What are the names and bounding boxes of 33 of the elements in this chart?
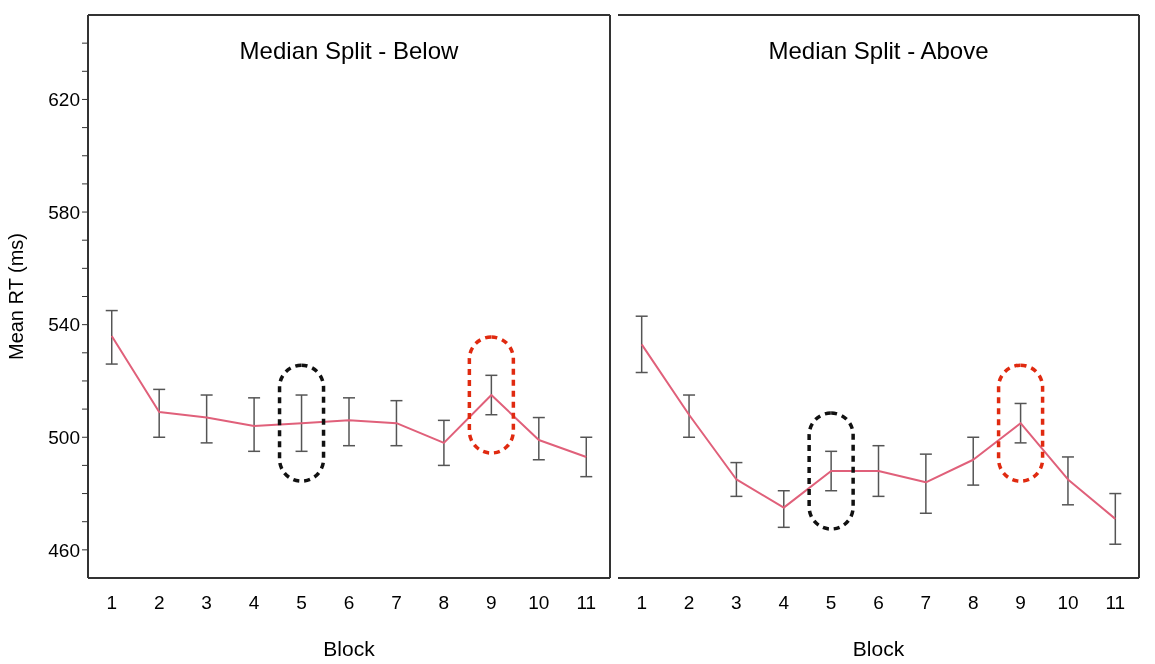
x-tick-label: 10 [1057, 592, 1079, 614]
x-tick-label: 5 [825, 592, 837, 614]
y-tick-label: 580 [48, 201, 80, 223]
y-tick-label: 500 [48, 426, 80, 448]
x-tick-label: 7 [920, 592, 932, 614]
x-tick-label: 7 [391, 592, 402, 614]
x-tick-label: 8 [438, 592, 450, 614]
x-tick-label: 2 [683, 592, 695, 614]
x-tick-label: 9 [1015, 592, 1026, 614]
x-tick-label: 2 [153, 592, 165, 614]
x-tick-label: 1 [636, 592, 647, 614]
y-tick-label: 540 [48, 314, 80, 336]
x-tick-label: 8 [967, 592, 979, 614]
y-tick-label: 460 [48, 539, 80, 561]
text: Median Split - Below [238, 37, 460, 65]
x-tick-label: 4 [778, 592, 790, 614]
x-axis-title: Block [852, 637, 905, 660]
x-tick-label: 1 [106, 592, 118, 614]
x-tick-label: 11 [1105, 592, 1126, 614]
x-tick-label: 10 [528, 592, 550, 614]
x-tick-label: 11 [576, 592, 597, 614]
x-tick-label: 4 [248, 592, 260, 614]
x-tick-label: 3 [731, 592, 742, 614]
line-series [110, 334, 588, 458]
x-tick-label: 5 [296, 592, 307, 614]
x-tick-label: 3 [201, 592, 212, 614]
y-tick-label: 620 [48, 89, 80, 111]
x-tick-label: 6 [343, 592, 355, 614]
text: Median Split - Above [767, 37, 990, 65]
x-tick-label: 6 [873, 592, 884, 614]
x-tick-label: 9 [486, 592, 497, 614]
y-axis-title: Mean RT (ms) [5, 232, 28, 361]
x-axis-title: Block [323, 637, 376, 660]
